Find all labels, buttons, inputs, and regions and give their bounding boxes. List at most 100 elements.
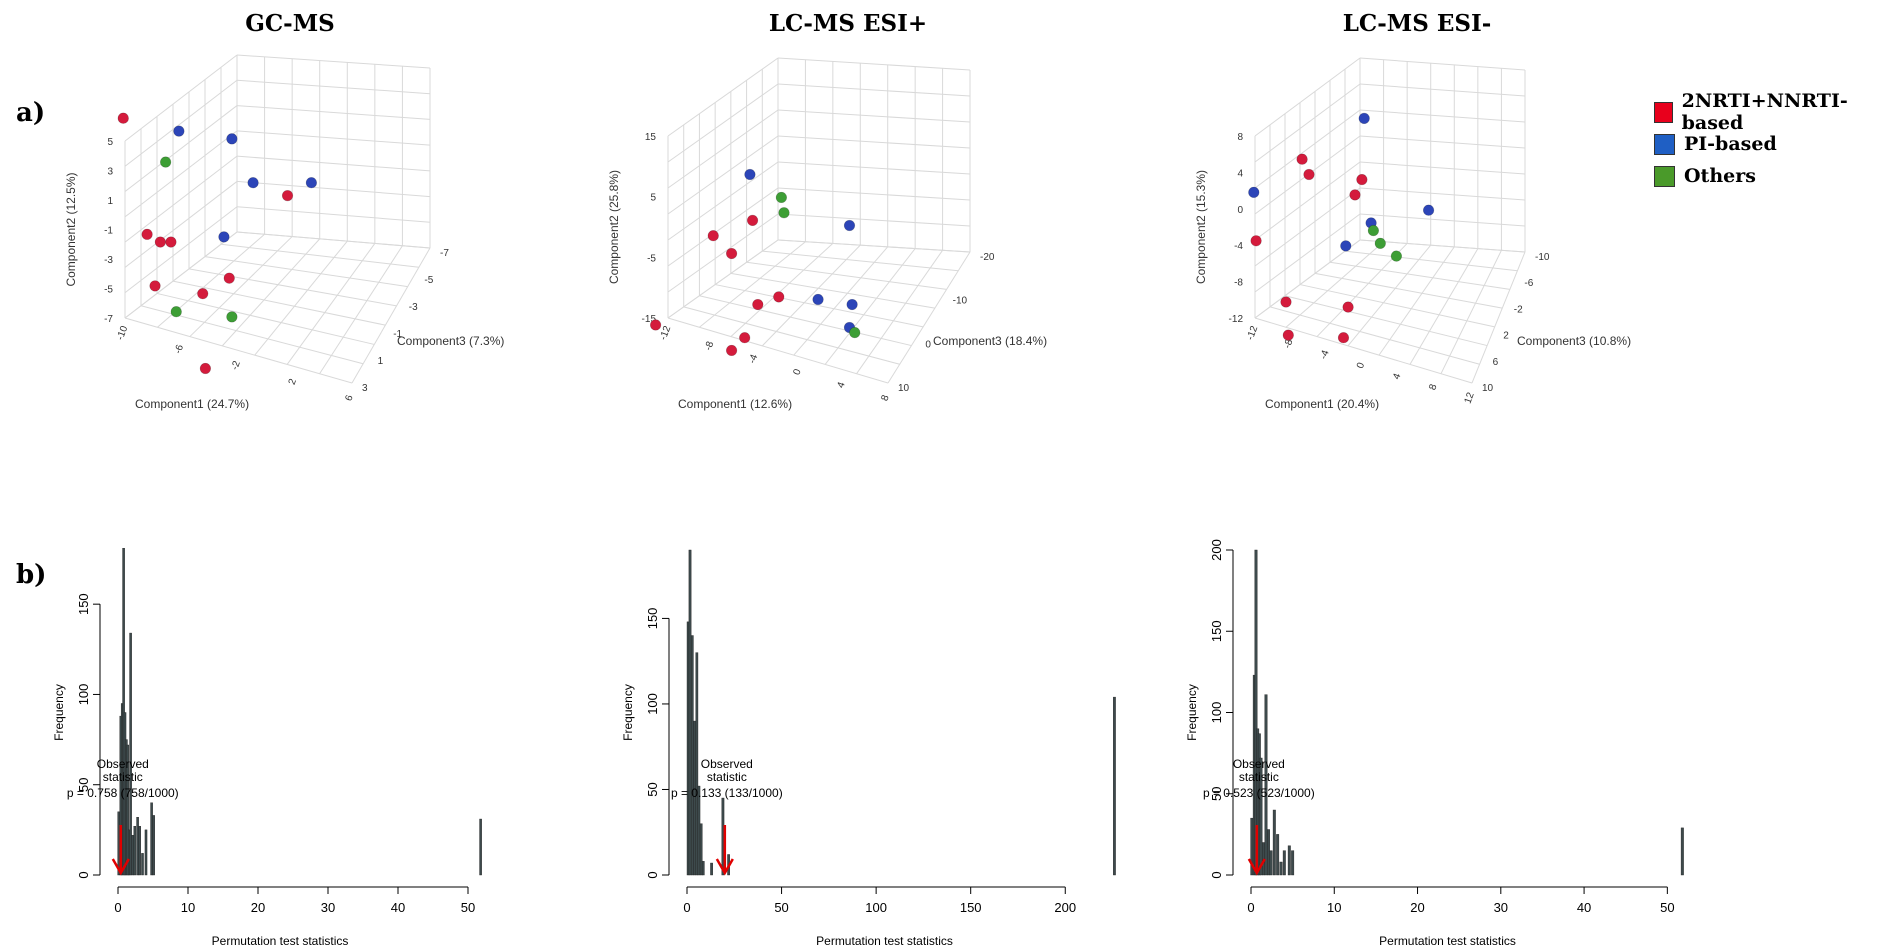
grid-line <box>777 239 971 253</box>
scatter-point-red <box>141 228 153 240</box>
grid-line <box>777 213 971 227</box>
grid-line <box>188 268 397 307</box>
histogram-bar <box>1287 845 1291 876</box>
x-tick-label: 4 <box>1391 372 1403 381</box>
scatter-point-blue <box>218 231 230 243</box>
scatter-point-blue <box>305 177 318 189</box>
scatter-point-red <box>650 319 662 331</box>
scatter-point-red <box>746 214 759 226</box>
z-tick-label: 10 <box>1482 383 1494 394</box>
grid-line <box>667 135 779 215</box>
grid-line <box>761 244 861 347</box>
observed-annotation: statistic <box>1239 770 1279 784</box>
z-tick-label: 2 <box>1503 331 1509 342</box>
scatter-point-red <box>1356 174 1368 186</box>
x-tick-label: 20 <box>251 900 265 915</box>
grid-line <box>1299 284 1495 328</box>
grid-line <box>1254 187 1361 267</box>
x-axis-label: Permutation test statistics <box>1379 934 1516 948</box>
observed-annotation: statistic <box>103 770 143 784</box>
grid-line <box>1359 239 1526 253</box>
x-tick-label: 50 <box>1660 900 1674 915</box>
grid-line <box>1329 261 1510 290</box>
observed-annotation: Observed <box>701 757 753 771</box>
grid-line <box>715 284 924 328</box>
x-tick-label: 20 <box>1410 900 1424 915</box>
legend-swatch-blue <box>1654 133 1675 155</box>
grid-line <box>667 213 779 293</box>
z-tick-label: -5 <box>424 275 433 286</box>
grid-line <box>236 206 431 223</box>
grid-line <box>319 245 403 374</box>
grid-line <box>172 280 386 326</box>
x-tick-label: -6 <box>173 343 187 356</box>
scatter-point-blue <box>1340 240 1352 252</box>
x-tick-label: -12 <box>1245 324 1260 342</box>
panel-label-b: b) <box>16 560 47 590</box>
observed-annotation: p = 0.523 (523/1000) <box>1203 786 1315 800</box>
grid-line <box>1254 109 1361 189</box>
y-tick-label: 200 <box>1209 539 1224 561</box>
x-tick-label: 2 <box>287 377 299 386</box>
x-tick-label: 8 <box>880 393 892 402</box>
grid-line <box>667 57 779 137</box>
scatter-point-green <box>160 156 172 168</box>
scatter-point-blue <box>173 125 185 137</box>
grid-line <box>1347 244 1432 347</box>
y-tick-label: 150 <box>1209 620 1224 642</box>
scatter-point-blue <box>247 177 259 189</box>
grid-line <box>667 83 779 163</box>
grid-line <box>124 130 238 218</box>
grid-line <box>1254 213 1361 293</box>
observed-arrow-head <box>1247 858 1266 876</box>
z-tick-label: -3 <box>409 302 418 313</box>
x-tick-label: 40 <box>391 900 405 915</box>
y-tick-label: 5 <box>107 137 113 148</box>
scatter-point-green <box>778 207 790 219</box>
y-tick-label: 15 <box>645 132 657 143</box>
scatter-point-red <box>1296 153 1308 165</box>
x-tick-label: 12 <box>1463 391 1477 406</box>
scatter-point-red <box>739 332 751 344</box>
z-tick-label: -7 <box>440 248 449 259</box>
z-axis-label: Component3 (18.4%) <box>933 334 1047 348</box>
scatter-point-red <box>1282 329 1294 341</box>
y-tick-label: 0 <box>1237 205 1243 216</box>
histogram-bar <box>136 817 139 876</box>
y-tick-label: -8 <box>1234 278 1243 289</box>
grid-line <box>124 206 238 294</box>
grid-line <box>777 109 971 123</box>
grid-line <box>189 236 293 337</box>
grid-line <box>1471 251 1526 384</box>
grid-line <box>254 240 348 356</box>
grid-line <box>777 135 971 149</box>
scatter-point-red <box>197 288 209 300</box>
y-tick-label: 100 <box>645 693 660 715</box>
grid-line <box>699 295 912 347</box>
y-tick-label: 0 <box>645 871 660 878</box>
y-tick-label: 150 <box>76 593 91 615</box>
x-axis-label: Component1 (24.7%) <box>135 397 249 411</box>
grid-line <box>1254 161 1361 241</box>
legend-swatch-green <box>1654 165 1675 187</box>
y-tick-label: 50 <box>645 782 660 796</box>
grid-line <box>1269 306 1480 365</box>
observed-annotation: p = 0.758 (758/1000) <box>67 786 179 800</box>
grid-line <box>777 83 971 97</box>
y-tick-label: 3 <box>107 167 113 178</box>
histogram-bar <box>479 818 482 876</box>
z-tick-label: 3 <box>362 383 368 394</box>
grid-line <box>1359 161 1526 175</box>
x-tick-label: 10 <box>181 900 195 915</box>
histogram-bar <box>1282 850 1286 876</box>
x-tick-label: -2 <box>229 359 243 372</box>
grid-line <box>1359 135 1526 149</box>
histogram-bar <box>695 652 699 876</box>
z-axis-label: Component3 (10.8%) <box>1517 334 1631 348</box>
grid-line <box>1254 57 1361 137</box>
grid-line <box>124 317 353 384</box>
legend: 2NRTI+NNRTI-based PI-based Others <box>1654 90 1881 192</box>
legend-label: PI-based <box>1684 133 1777 155</box>
grid-line <box>1359 83 1526 97</box>
x-tick-label: -12 <box>658 324 673 342</box>
